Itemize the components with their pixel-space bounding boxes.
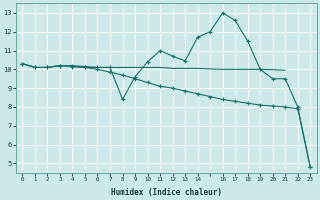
X-axis label: Humidex (Indice chaleur): Humidex (Indice chaleur) <box>111 188 222 197</box>
